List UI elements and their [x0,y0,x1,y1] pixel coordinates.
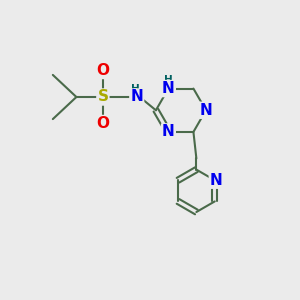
Text: S: S [98,89,108,104]
Text: N: N [130,89,143,104]
Text: N: N [162,124,175,140]
Text: H: H [131,84,140,94]
Text: O: O [96,116,110,131]
Text: N: N [200,103,212,118]
Text: N: N [210,173,223,188]
Text: N: N [162,81,175,96]
Text: H: H [164,75,173,85]
Text: O: O [96,63,110,78]
